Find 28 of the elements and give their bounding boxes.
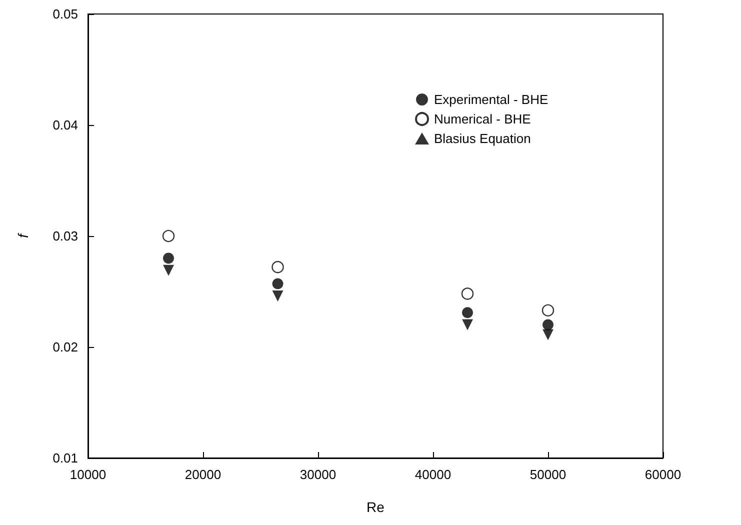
y-tick-label: 0.03 xyxy=(52,228,78,244)
point xyxy=(163,264,174,276)
x-tick-label: 20000 xyxy=(184,467,222,482)
legend-label: Numerical - BHE xyxy=(434,112,532,126)
x-tick-label: 50000 xyxy=(530,467,566,482)
point xyxy=(542,304,554,316)
point xyxy=(163,252,174,264)
point xyxy=(462,319,473,330)
y-tick-label: 0.04 xyxy=(52,118,78,132)
point xyxy=(461,288,474,300)
legend-label: Blasius Equation xyxy=(434,131,531,146)
y-tick-label: 0.01 xyxy=(52,450,78,466)
x-tick-label: 40000 xyxy=(414,467,452,482)
point xyxy=(272,278,284,290)
legend-label: Experimental - BHE xyxy=(434,92,548,107)
x-tick-label: 30000 xyxy=(300,467,336,482)
y-tick-label: 0.05 xyxy=(52,6,78,22)
point xyxy=(272,260,284,274)
point xyxy=(272,290,284,302)
y-axis-title: f xyxy=(15,232,31,238)
x-tick-label: 10000 xyxy=(70,467,106,482)
point xyxy=(162,230,175,242)
point xyxy=(542,319,554,330)
y-tick-label: 0.02 xyxy=(52,340,78,354)
x-tick-label: 60000 xyxy=(644,467,682,482)
point xyxy=(542,329,554,340)
point xyxy=(462,307,473,318)
x-axis-title: Re xyxy=(366,499,385,515)
